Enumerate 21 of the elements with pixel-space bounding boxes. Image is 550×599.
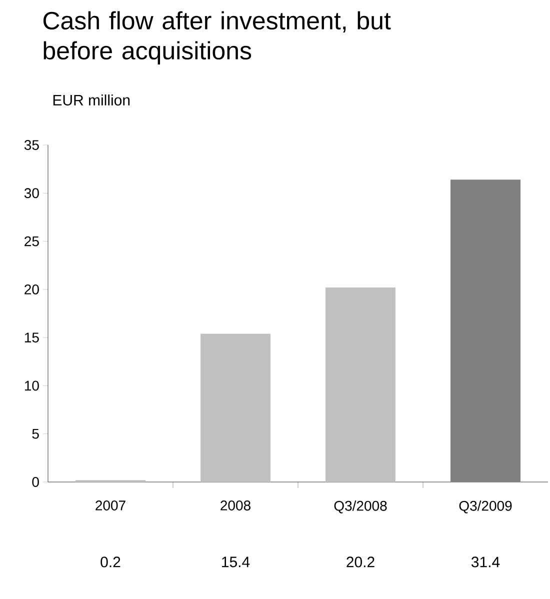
y-tick-label: 20 [24, 284, 39, 294]
x-tick-label: 2007 [96, 500, 126, 510]
x-tick-label: Q3/2009 [459, 500, 512, 514]
data-label: 15.4 [222, 556, 250, 568]
y-tick-label: 35 [24, 140, 39, 150]
x-tick-label: Q3/2008 [334, 500, 387, 514]
chart-title: Cash flow after investment, but before acquisitions [43, 11, 391, 64]
bar [450, 180, 521, 482]
data-label: 0.2 [100, 556, 120, 568]
bar [200, 334, 270, 482]
y-axis-title: EUR million [53, 94, 130, 106]
data-label: 31.4 [471, 556, 500, 568]
data-label: 20.2 [346, 556, 374, 568]
y-tick-label: 25 [24, 236, 39, 246]
y-tick-label: 0 [32, 477, 39, 487]
y-tick-label: 5 [32, 428, 39, 439]
y-tick-label: 10 [24, 380, 39, 391]
bar [326, 288, 396, 482]
x-tick-label: 2008 [220, 500, 250, 510]
y-tick-label: 30 [24, 188, 39, 198]
y-tick-label: 15 [24, 332, 39, 342]
